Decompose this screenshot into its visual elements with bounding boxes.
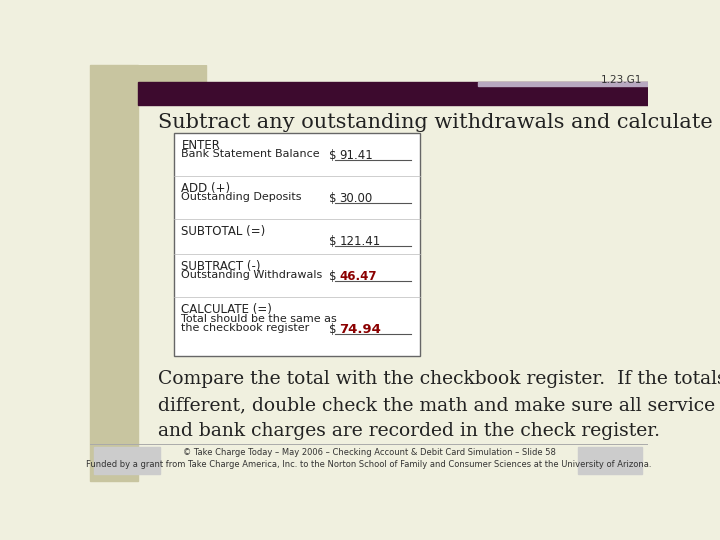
Bar bbox=[90, 65, 206, 86]
Text: SUBTOTAL (=): SUBTOTAL (=) bbox=[181, 225, 266, 238]
Text: $: $ bbox=[329, 192, 336, 205]
Text: CALCULATE (=): CALCULATE (=) bbox=[181, 303, 272, 316]
Text: Compare the total with the checkbook register.  If the totals are
different, dou: Compare the total with the checkbook reg… bbox=[158, 370, 720, 440]
Text: ADD (+): ADD (+) bbox=[181, 182, 230, 195]
Bar bbox=[138, 82, 648, 105]
Text: $: $ bbox=[329, 148, 336, 162]
Text: 91.41: 91.41 bbox=[340, 148, 373, 162]
Text: Bank Statement Balance: Bank Statement Balance bbox=[181, 148, 320, 159]
Text: Outstanding Withdrawals: Outstanding Withdrawals bbox=[181, 271, 323, 280]
Text: Total should be the same as: Total should be the same as bbox=[181, 314, 337, 323]
Text: SUBTRACT (-): SUBTRACT (-) bbox=[181, 260, 261, 273]
Text: Subtract any outstanding withdrawals and calculate: Subtract any outstanding withdrawals and… bbox=[158, 112, 713, 132]
Bar bbox=[477, 82, 648, 86]
Bar bbox=[90, 65, 138, 481]
Bar bbox=[94, 448, 160, 475]
Text: © Take Charge Today – May 2006 – Checking Account & Debit Card Simulation – Slid: © Take Charge Today – May 2006 – Checkin… bbox=[86, 448, 652, 469]
Text: Outstanding Deposits: Outstanding Deposits bbox=[181, 192, 302, 202]
Bar bbox=[174, 132, 420, 356]
Text: the checkbook register: the checkbook register bbox=[181, 323, 310, 333]
Text: $: $ bbox=[329, 323, 336, 336]
Text: $: $ bbox=[329, 271, 336, 284]
Text: 74.94: 74.94 bbox=[340, 323, 382, 336]
Text: 46.47: 46.47 bbox=[340, 271, 377, 284]
Text: 1.23.G1: 1.23.G1 bbox=[600, 75, 642, 85]
Text: 121.41: 121.41 bbox=[340, 235, 381, 248]
Bar bbox=[578, 448, 642, 475]
Text: ENTER: ENTER bbox=[181, 139, 220, 152]
Text: $: $ bbox=[329, 235, 336, 248]
Text: 30.00: 30.00 bbox=[340, 192, 373, 205]
